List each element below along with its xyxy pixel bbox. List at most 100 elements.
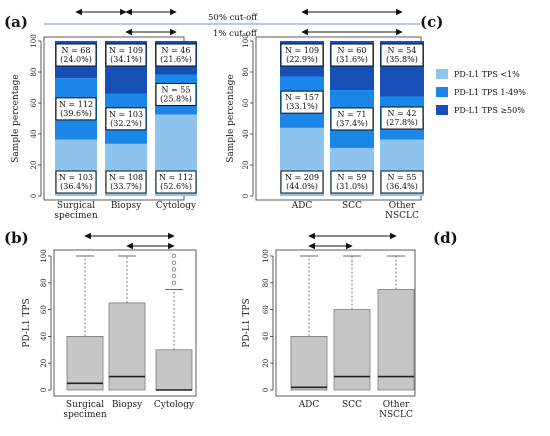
x-category-label: Biopsy <box>111 201 142 211</box>
data-label-box <box>330 107 374 131</box>
y-tick-label: 40 <box>40 332 48 341</box>
cutoff-1-label: 1% cut-off <box>213 29 258 39</box>
box-body <box>333 309 371 391</box>
y-tick-label: 100 <box>40 249 48 262</box>
panel-a: 0 20 40 60 80 100 Sample percentage Surgical spe… <box>11 34 197 221</box>
data-label-box <box>280 90 324 114</box>
data-label-box <box>105 170 147 194</box>
x-category-label: ADC <box>291 201 313 211</box>
y-axis-label: Sample percentage <box>226 74 236 163</box>
y-tick-label: 20 <box>40 359 48 368</box>
y-tick-label: 60 <box>40 305 48 314</box>
data-label-box <box>280 43 324 67</box>
x-category-label: Other NSCLC <box>379 400 413 420</box>
y-tick-label: 80 <box>30 68 38 77</box>
data-label-box <box>105 43 147 67</box>
y-tick-label: 20 <box>262 359 270 368</box>
outlier-point <box>171 280 177 285</box>
data-label-box <box>380 43 424 67</box>
data-label: N = 71 (37.4%) <box>336 110 368 128</box>
y-tick-label: 20 <box>30 161 38 170</box>
data-label: N = 55 (36.4%) <box>386 173 418 191</box>
box-body <box>377 289 415 391</box>
data-label-box <box>330 43 374 67</box>
data-label: N = 60 (31.6%) <box>336 46 368 64</box>
data-label: N = 209 (44.0%) <box>285 173 319 191</box>
data-label-box <box>380 170 424 194</box>
data-label-box <box>380 106 424 130</box>
outlier-point <box>171 260 177 265</box>
data-label: N = 103 (32.2%) <box>109 110 143 128</box>
box-body <box>108 302 146 391</box>
y-axis-label: Sample percentage <box>11 74 21 163</box>
data-label: N = 68 (24.0%) <box>60 46 92 64</box>
data-label-box <box>155 43 197 67</box>
x-category-label: Cytology <box>154 400 195 410</box>
y-tick-label: 40 <box>30 130 38 139</box>
x-category-label: SCC <box>342 201 362 211</box>
data-label-box <box>55 170 97 194</box>
box-body <box>290 335 328 391</box>
x-category-label: Cytology <box>156 201 197 211</box>
data-label-box <box>55 97 97 121</box>
data-label: N = 108 (33.7%) <box>109 173 143 191</box>
data-label: N = 109 (34.1%) <box>109 46 143 64</box>
x-category-label: Biopsy <box>112 400 143 410</box>
outlier-point <box>171 273 177 279</box>
x-category-label: Surgical specimen <box>63 400 106 420</box>
data-label: N = 46 (21.6%) <box>160 46 192 64</box>
box-body <box>66 335 104 391</box>
legend-label: PD-L1 TPS 1-49% <box>454 88 526 97</box>
y-tick-label: 100 <box>30 34 38 47</box>
x-category-label: ADC <box>298 400 320 410</box>
y-tick-label: 80 <box>242 68 250 77</box>
data-label-box <box>330 170 374 194</box>
cutoff-50-label: 50% cut-off <box>208 13 258 23</box>
comparison-arrows <box>75 8 403 250</box>
y-tick-label: 0 <box>30 194 38 198</box>
y-tick-label: 0 <box>40 388 48 392</box>
y-tick-label: 100 <box>262 249 270 262</box>
x-category-label: Other NSCLC <box>385 201 419 221</box>
y-axis-label: PD-L1 TPS <box>242 298 252 347</box>
data-label-box <box>155 82 197 106</box>
x-category-label: Surgical specimen <box>54 201 97 221</box>
data-label: N = 54 (35.8%) <box>386 46 418 64</box>
panel-b: 0 20 40 60 80 100 PD-L1 TPS Surgical specimen Bio… <box>22 249 197 420</box>
data-label: N = 103 (36.4%) <box>59 173 93 191</box>
y-tick-label: 80 <box>262 278 270 287</box>
data-label-box <box>55 43 97 67</box>
data-label-box <box>105 107 147 131</box>
y-tick-label: 60 <box>262 305 270 314</box>
y-tick-label: 80 <box>40 278 48 287</box>
plot-frame <box>53 249 197 397</box>
y-tick-label: 0 <box>262 388 270 392</box>
panel-c: 0 20 40 60 80 100 Sample percentage ADC SCC Other… <box>226 34 424 221</box>
data-label: N = 109 (22.9%) <box>285 46 319 64</box>
plot-frame <box>275 249 416 397</box>
outlier-point <box>171 267 177 272</box>
data-label: N = 112 (52.6%) <box>159 173 193 191</box>
legend-label: PD-L1 TPS ≥50% <box>454 106 525 115</box>
panel-label-b: (b) <box>4 229 29 247</box>
data-label: N = 42 (27.8%) <box>386 109 418 127</box>
data-label: N = 112 (39.6%) <box>59 100 93 118</box>
y-axis-label: PD-L1 TPS <box>22 298 32 347</box>
panel-label-d: (d) <box>433 229 458 247</box>
panel-d: 0 20 40 60 80 100 PD-L1 TPS ADC SCC Other NSCLC <box>242 249 416 420</box>
x-category-label: SCC <box>342 400 362 410</box>
y-tick-label: 40 <box>242 130 250 139</box>
y-tick-label: 40 <box>262 332 270 341</box>
outlier-point <box>171 253 177 259</box>
data-label: N = 55 (25.8%) <box>160 85 192 103</box>
y-tick-label: 60 <box>242 99 250 108</box>
data-label: N = 59 (31.0%) <box>336 173 368 191</box>
y-tick-label: 100 <box>242 34 250 47</box>
panel-label-a: (a) <box>4 13 28 31</box>
data-label-box <box>280 170 324 194</box>
box-body <box>155 349 193 391</box>
y-tick-label: 60 <box>30 99 38 108</box>
y-tick-label: 0 <box>242 194 250 198</box>
legend: PD-L1 TPS <1% PD-L1 TPS 1-49% PD-L1 TPS ≥5… <box>436 69 526 115</box>
